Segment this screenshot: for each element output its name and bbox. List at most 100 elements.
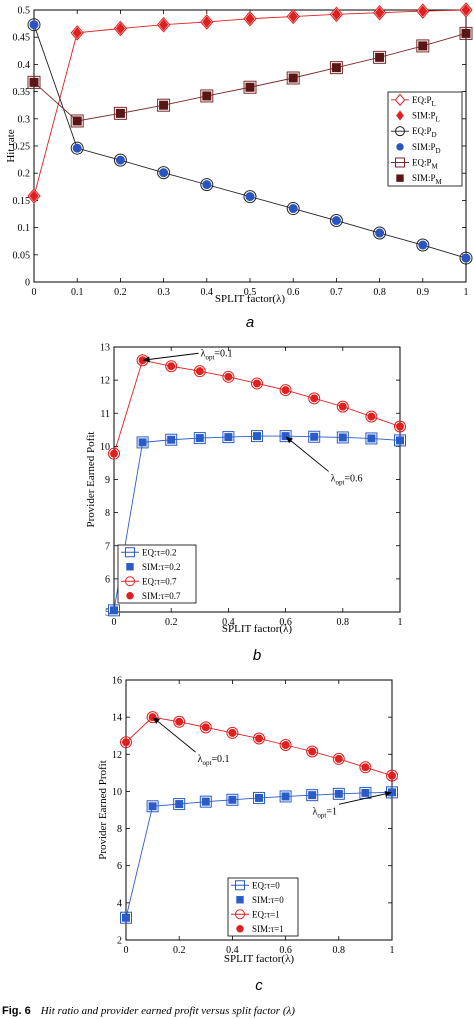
caption-text: Hit ratio and provider earned profit ver… (40, 1005, 296, 1017)
panel-c-legend-label-2-main: EQ:τ=1 (252, 909, 280, 919)
panel-a-x-tick-label-7: 0.7 (330, 287, 343, 298)
panel-a-series-3-point-7 (331, 216, 341, 226)
panel-a-series-3-point-9 (418, 240, 428, 250)
panel-a-series-1-point-3 (158, 18, 169, 31)
panel-a-legend-label-0-main: EQ:P (412, 95, 432, 105)
panel-a-series-5-point-3 (159, 100, 169, 110)
panel-a-series-5 (29, 28, 471, 126)
panel-b-legend-marker-3 (126, 592, 134, 600)
panel-b-y-tick-label-6: 11 (100, 409, 110, 420)
panel-b-x-axis-label: SPLIT factor(λ) (222, 623, 293, 635)
panel-c-series-1-point-0 (122, 913, 130, 922)
panel-b-series-3-point-0 (110, 449, 118, 458)
caption-figure-number: Fig. 6 (2, 1005, 31, 1017)
panel-a-series-1-point-7 (331, 8, 342, 21)
panel-b-series-3-point-6 (281, 386, 290, 395)
panel-c-series-1-point-1 (148, 802, 157, 811)
panel-c-series-2-point-1 (146, 711, 159, 724)
panel-a-x-tick-label-2: 0.2 (114, 287, 127, 298)
panel-c-y-tick-label-5: 12 (112, 750, 122, 761)
panel-b-y-tick-label-5: 10 (100, 442, 110, 453)
panel-c-series-0-point-3 (199, 795, 212, 808)
panel-a-series-1-point-1 (72, 27, 82, 39)
panel-c-x-tick-label-4: 0.8 (333, 945, 346, 956)
panel-b-series-3-point-10 (396, 422, 404, 431)
panel-a-series-4-point-6 (286, 71, 300, 85)
panel-c-series-0-point-4 (226, 793, 239, 806)
panel-b-series-1-point-8 (338, 433, 347, 442)
panel-a-y-tick-label-0: 0 (25, 278, 30, 289)
panel-b-series-1-point-2 (167, 435, 176, 444)
panel-a-series-1 (29, 4, 471, 202)
panel-a-series-3-point-6 (288, 204, 298, 214)
panel-a-legend-label-4-sub: M (432, 163, 439, 171)
panel-b-x-tick-label-5: 1 (398, 617, 403, 628)
panel-a-series-3-point-1 (72, 143, 82, 153)
panel-c-y-tick-label-4: 10 (112, 787, 122, 798)
panel-c-series-0-point-7 (306, 789, 319, 802)
panel-b-series-0-point-5 (251, 430, 263, 443)
panel-a-series-1-point-4 (202, 16, 212, 28)
panel-b-legend-label-1: SIM:τ=0.2 (142, 562, 180, 572)
panel-a-series-1-point-0 (29, 190, 39, 202)
panel-b-annotation-0-main: λ (201, 348, 206, 359)
panel-a-series-3-point-5 (245, 192, 255, 202)
panel-a-legend-label-1-sub: L (436, 116, 440, 124)
panel-a-legend-label-5-sub: M (436, 178, 443, 186)
panel-b-series-1-point-6 (281, 432, 290, 441)
panel-a-x-tick-label-0: 0 (32, 287, 37, 298)
panel-a-series-1-point-8 (374, 6, 385, 19)
panel-a-y-tick-label-3: 0.15 (13, 196, 31, 207)
panel-a-legend-marker-2 (395, 126, 405, 137)
panel-c-annotation-1-main: λ (313, 806, 318, 817)
panel-c-y-tick-label-3: 8 (117, 824, 122, 835)
panel-c-series-3-point-8 (334, 754, 343, 763)
panel-a-legend-item-1: SIM:PL (396, 110, 440, 124)
panel-c-legend-label-2: EQ:τ=1 (252, 909, 280, 919)
panel-a-y-tick-label-10: 0.5 (18, 6, 31, 17)
panel-b-y-tick-label-1: 6 (105, 574, 110, 585)
panel-b-series-2-point-2 (165, 360, 178, 373)
panel-b-y-axis-label: Provider Earned Pofit (85, 432, 97, 528)
panel-a-x-tick-label-3: 0.3 (157, 287, 170, 298)
panel-b-y-tick-label-7: 12 (100, 376, 110, 387)
panel-b-y-tick-label-0: 5 (105, 608, 110, 619)
panel-b-legend-label-1-main: SIM:τ=0.2 (142, 562, 180, 572)
panel-c-annotation-1: λopt=1 (313, 806, 337, 819)
panel-a-legend-item-5: SIM:PM (396, 173, 443, 186)
panel-c-legend-item-1: SIM:τ=0 (236, 895, 284, 905)
panel-c-legend-item-3: SIM:τ=1 (236, 924, 284, 934)
panel-c-x-tick-label-0: 0 (124, 945, 129, 956)
panel-a-series-3-point-0 (29, 20, 39, 30)
panel-b-annotation-1-rest: =0.6 (344, 473, 362, 484)
panel-c-y-tick-label-6: 14 (112, 713, 122, 724)
panel-a-series-3-point-8 (375, 228, 385, 238)
panel-a-legend-marker-0 (394, 93, 406, 107)
panel-b-series-2-point-3 (193, 365, 206, 378)
panel-a-legend-label-3: SIM:PD (412, 142, 441, 155)
panel-c-annotation-arrowhead-0 (152, 717, 160, 724)
panel-c-series-2-point-2 (173, 715, 186, 728)
panel-a-legend-label-0-sub: L (432, 100, 436, 108)
panel-c-series-1-point-3 (201, 797, 210, 806)
panel-a-x-tick-label-1: 0.1 (71, 287, 84, 298)
panel-b-legend-item-3: SIM:τ=0.7 (126, 591, 181, 601)
panel-b-series-2-point-6 (279, 384, 292, 397)
panel-c-annotation-0: λopt=0.1 (198, 754, 230, 767)
panel-a-series-5-point-0 (29, 77, 39, 87)
panel-c-annotation-0-rest: =0.1 (211, 754, 229, 765)
panel-c-series-1-point-6 (281, 792, 290, 801)
panel-c-series-1-point-8 (334, 789, 343, 798)
panel-b-series-0-point-7 (308, 430, 321, 443)
panel-b-legend: EQ:τ=0.2 SIM:τ=0.2 EQ:τ=0.7 SIM:τ=0.7 (117, 544, 197, 604)
panel-b-series-0-point-6 (279, 430, 292, 443)
panel-a-series-4-point-3 (157, 98, 171, 112)
panel-a-series-2-point-6 (286, 202, 300, 216)
panel-a-legend-label-0: EQ:PL (412, 95, 436, 108)
panel-b-series-1-point-0 (110, 606, 118, 615)
chart-panel-a: 0 0.1 0.2 0.3 0.4 0.5 0.6 0.7 0.8 0.9 1 0 0.05 0.1 0.1… (5, 2, 473, 331)
panel-c-legend-item-0: EQ:τ=0 (231, 880, 280, 891)
panel-b-series-0-point-0 (108, 604, 120, 617)
panel-c-series-3-point-9 (361, 763, 370, 772)
panel-c-series-0-point-1 (146, 800, 159, 813)
